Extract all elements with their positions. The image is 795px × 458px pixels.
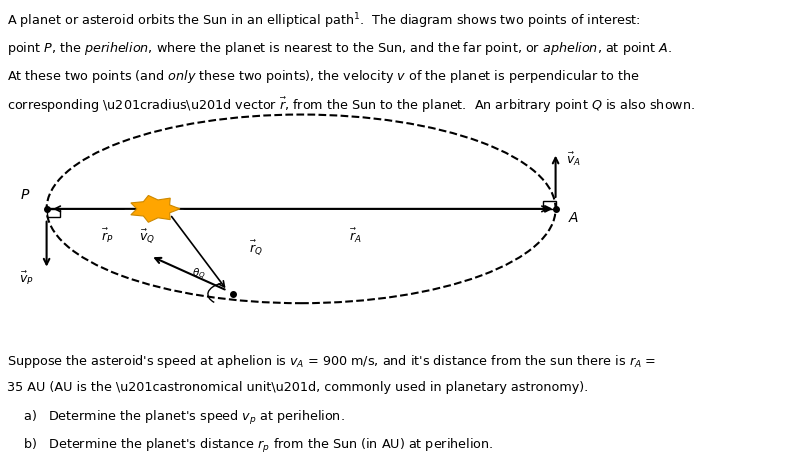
Text: $\vec{v}_P$: $\vec{v}_P$: [19, 269, 33, 287]
Text: $P$: $P$: [21, 188, 31, 202]
Text: $\vec{r}_P$: $\vec{r}_P$: [101, 227, 114, 245]
Text: b)   Determine the planet's distance $r_p$ from the Sun (in AU) at perihelion.: b) Determine the planet's distance $r_p$…: [7, 437, 494, 456]
Text: corresponding \u201cradius\u201d vector $\vec{r}$, from the Sun to the planet.  : corresponding \u201cradius\u201d vector …: [7, 96, 696, 115]
Text: At these two points (and $\mathit{only}$ these two points), the velocity $v$ of : At these two points (and $\mathit{only}$…: [7, 68, 640, 85]
Text: A planet or asteroid orbits the Sun in an elliptical path$^1$.  The diagram show: A planet or asteroid orbits the Sun in a…: [7, 11, 641, 31]
Text: $A$: $A$: [568, 211, 580, 225]
Text: $\vec{r}_A$: $\vec{r}_A$: [348, 227, 361, 245]
Text: point $P$, the $\mathit{perihelion}$, where the planet is nearest to the Sun, an: point $P$, the $\mathit{perihelion}$, wh…: [7, 39, 673, 56]
Text: $\vec{v}_A$: $\vec{v}_A$: [566, 151, 581, 168]
Text: $\vec{v}_Q$: $\vec{v}_Q$: [139, 227, 155, 245]
Text: a)   Determine the planet's speed $v_p$ at perihelion.: a) Determine the planet's speed $v_p$ at…: [7, 409, 345, 427]
Bar: [47, 209, 60, 217]
Text: $\theta_Q$: $\theta_Q$: [192, 267, 205, 282]
Text: 35 AU (AU is the \u201castronomical unit\u201d, commonly used in planetary astro: 35 AU (AU is the \u201castronomical unit…: [7, 381, 588, 394]
Polygon shape: [131, 196, 180, 222]
Text: Suppose the asteroid's speed at aphelion is $v_A$ = 900 m/s, and it's distance f: Suppose the asteroid's speed at aphelion…: [7, 353, 657, 370]
Bar: [543, 201, 556, 209]
Text: $\vec{r}_Q$: $\vec{r}_Q$: [249, 238, 262, 256]
